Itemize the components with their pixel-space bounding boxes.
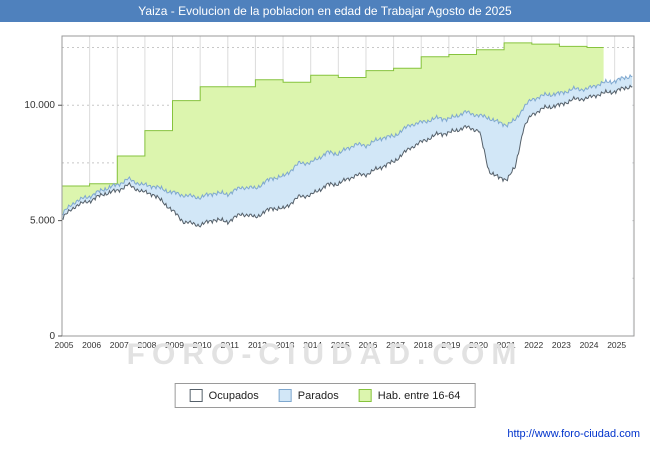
- x-tick-label: 2025: [607, 340, 626, 350]
- area-parados-line: [61, 73, 633, 216]
- y-tick-label: 0: [49, 331, 55, 342]
- x-tick-label: 2010: [193, 340, 212, 350]
- x-tick-label: 2005: [55, 340, 74, 350]
- x-tick-label: 2009: [165, 340, 184, 350]
- x-tick-label: 2013: [276, 340, 295, 350]
- legend-swatch-icon: [278, 389, 292, 402]
- x-tick-label: 2023: [552, 340, 571, 350]
- legend-item: Hab. entre 16-64: [358, 389, 461, 402]
- plot-border: [61, 35, 635, 337]
- x-tick-label: 2014: [303, 340, 322, 350]
- y-tick-label: 10.000: [24, 100, 55, 111]
- legend-item: Ocupados: [189, 389, 259, 402]
- legend-label: Ocupados: [208, 389, 259, 402]
- x-tick-label: 2016: [359, 340, 378, 350]
- x-tick-label: 2006: [82, 340, 101, 350]
- x-tick-label: 2021: [497, 340, 516, 350]
- legend-swatch-icon: [358, 389, 372, 402]
- legend-item: Parados: [278, 389, 339, 402]
- x-tick-label: 2011: [221, 340, 240, 350]
- x-tick-label: 2017: [386, 340, 405, 350]
- chart-title: Yaiza - Evolucion de la poblacion en eda…: [0, 0, 650, 22]
- area-ocupados-fill: [62, 85, 633, 337]
- population-area-chart: 0 5.000 10.000 2005 2006 2007 2008 2009 2010 2011…: [24, 35, 635, 350]
- foro-ciudad-link[interactable]: http://www.foro-ciudad.com: [507, 428, 640, 440]
- x-tick-label: 2018: [414, 340, 433, 350]
- x-tick-label: 2015: [331, 340, 350, 350]
- legend-label: Hab. entre 16-64: [377, 389, 461, 402]
- x-tick-label: 2020: [469, 340, 488, 350]
- x-tick-label: 2024: [580, 340, 599, 350]
- y-tick-label: 5.000: [30, 216, 55, 227]
- legend-label: Parados: [297, 389, 339, 402]
- x-tick-label: 2008: [137, 340, 156, 350]
- chart-legend: Ocupados Parados Hab. entre 16-64: [174, 383, 476, 408]
- x-tick-label: 2012: [248, 340, 267, 350]
- legend-swatch-icon: [189, 389, 203, 402]
- x-tick-label: 2019: [441, 340, 460, 350]
- x-tick-label: 2007: [110, 340, 129, 350]
- area-ocupados-line: [61, 84, 633, 228]
- x-tick-label: 2022: [524, 340, 543, 350]
- area-hab-16-64-line: [62, 42, 604, 187]
